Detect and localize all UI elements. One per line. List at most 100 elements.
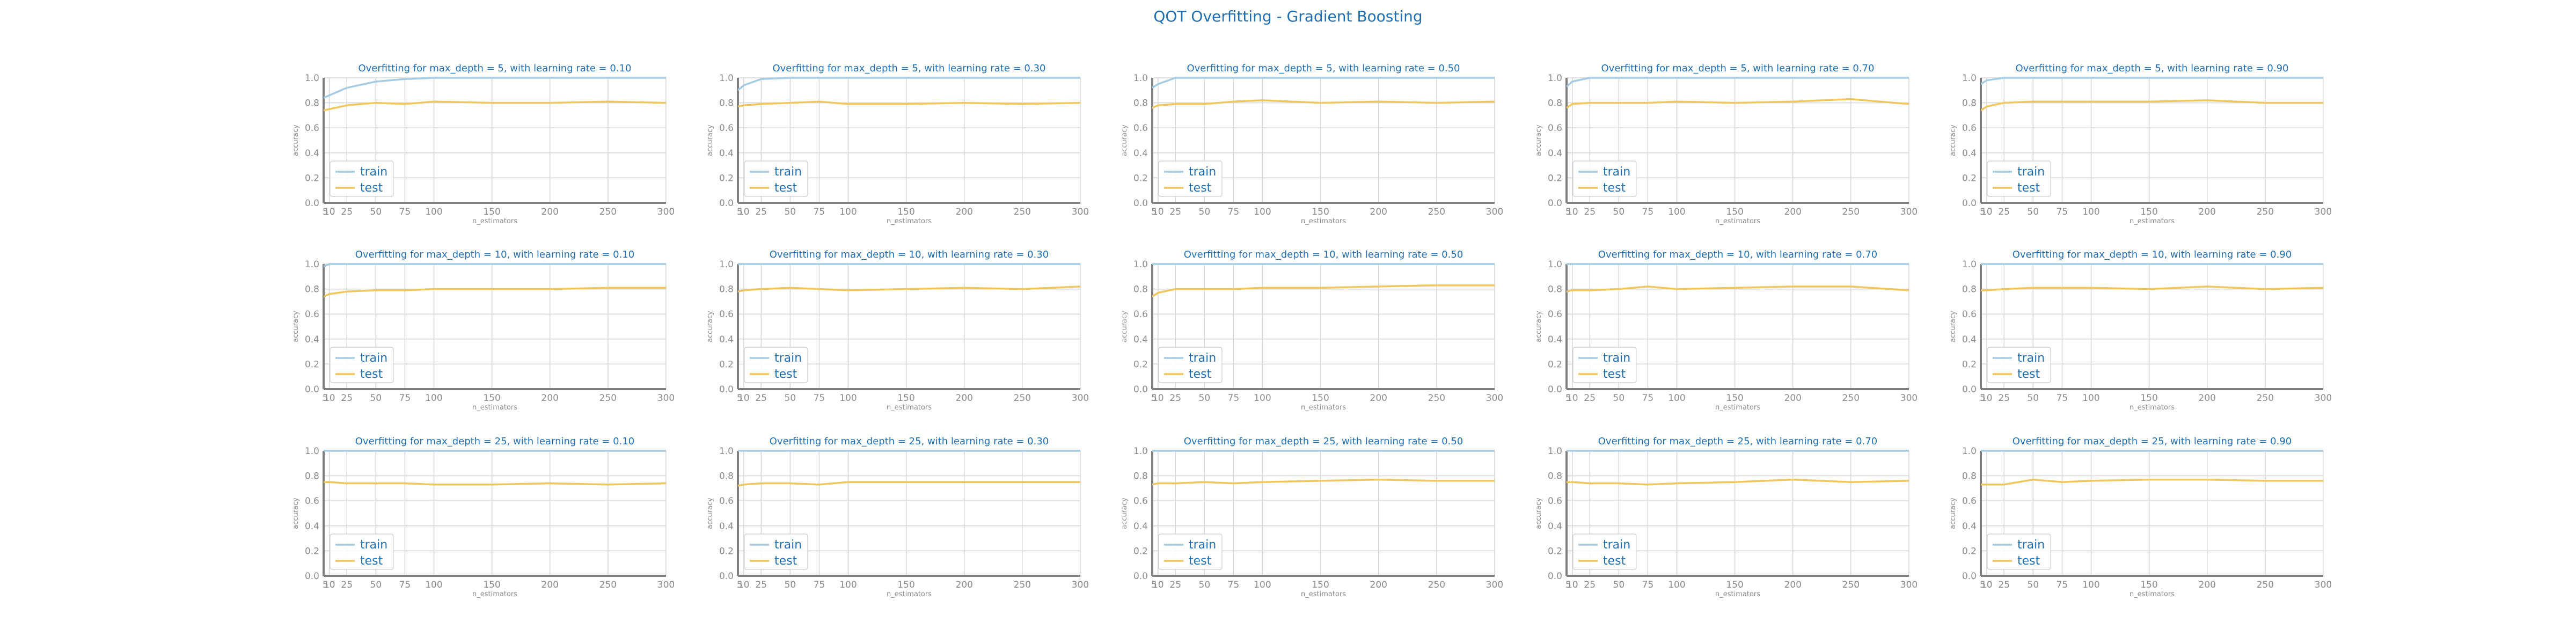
y-tick-label: 0.2	[1133, 546, 1148, 557]
x-tick-label: 10	[1152, 580, 1164, 590]
x-tick-label: 100	[839, 207, 857, 217]
x-tick-label: 300	[2315, 580, 2332, 590]
x-axis-label: n_estimators	[2129, 217, 2175, 225]
y-tick-label: 0.2	[719, 359, 734, 370]
series-line-test	[1567, 98, 1909, 109]
x-tick-label: 150	[2140, 393, 2157, 404]
subplot-title: Overfitting for max_depth = 10, with lea…	[2012, 249, 2292, 260]
x-axis-label: n_estimators	[2129, 404, 2175, 412]
x-tick-label: 50	[785, 393, 796, 404]
x-tick-label: 150	[483, 207, 500, 217]
x-tick-label: 300	[1486, 393, 1503, 404]
x-tick-label: 200	[956, 207, 973, 217]
y-tick-label: 0.6	[1962, 496, 1977, 507]
legend-label-train: train	[360, 165, 387, 179]
legend: train test	[744, 347, 808, 383]
legend-label-test: test	[2017, 181, 2040, 195]
y-tick-label: 0.6	[1548, 496, 1562, 507]
x-tick-label: 250	[2257, 580, 2274, 590]
x-tick-label: 50	[370, 393, 382, 404]
legend: train test	[744, 160, 808, 197]
subplot-title: Overfitting for max_depth = 10, with lea…	[1184, 249, 1463, 260]
y-tick-label: 0.0	[1133, 198, 1148, 209]
x-axis-label: n_estimators	[887, 404, 932, 412]
y-tick-label: 0.4	[1962, 148, 1977, 159]
legend-label-train: train	[774, 538, 802, 552]
legend-label-train: train	[2017, 538, 2045, 552]
y-tick-label: 0.0	[1548, 571, 1562, 582]
x-axis-label: n_estimators	[1301, 404, 1346, 412]
x-tick-label: 10	[738, 580, 750, 590]
x-tick-label: 25	[755, 580, 767, 590]
y-tick-label: 0.6	[719, 123, 734, 134]
x-tick-label: 10	[1981, 580, 1993, 590]
subplot-title: Overfitting for max_depth = 10, with lea…	[1598, 249, 1878, 260]
y-tick-label: 0.8	[1548, 471, 1562, 482]
figure-title: QOT Overfitting - Gradient Boosting	[1153, 8, 1423, 25]
y-tick-label: 1.0	[305, 259, 319, 270]
y-tick-label: 0.2	[1962, 546, 1977, 557]
x-tick-label: 50	[370, 207, 382, 217]
y-tick-label: 1.0	[305, 73, 319, 84]
subplot-13: Overfitting for max_depth = 25, with lea…	[1121, 436, 1503, 598]
x-tick-label: 25	[341, 580, 353, 590]
y-tick-label: 0.4	[305, 334, 319, 345]
x-tick-label: 150	[1312, 393, 1329, 404]
legend-label-train: train	[1189, 538, 1216, 552]
x-tick-label: 25	[755, 393, 767, 404]
x-tick-label: 10	[324, 580, 335, 590]
series-line-test	[1152, 478, 1495, 486]
x-tick-label: 75	[814, 580, 825, 590]
subplot-title: Overfitting for max_depth = 5, with lear…	[1601, 63, 1874, 74]
x-tick-label: 10	[324, 393, 335, 404]
x-tick-label: 50	[1199, 580, 1211, 590]
y-tick-label: 0.6	[1962, 123, 1977, 134]
x-tick-label: 10	[1152, 393, 1164, 404]
x-tick-label: 25	[1169, 393, 1181, 404]
x-axis-label: n_estimators	[1715, 217, 1760, 225]
legend-label-train: train	[360, 538, 387, 552]
series-line-train	[324, 77, 666, 99]
x-tick-label: 25	[1584, 393, 1596, 404]
y-tick-label: 0.0	[1133, 571, 1148, 582]
y-tick-label: 0.6	[305, 309, 319, 320]
y-tick-label: 0.0	[305, 571, 319, 582]
y-tick-label: 0.4	[305, 148, 319, 159]
x-tick-label: 50	[785, 580, 796, 590]
x-tick-label: 100	[425, 393, 442, 404]
y-axis-label: accuracy	[1949, 497, 1957, 529]
y-tick-label: 1.0	[1133, 446, 1148, 457]
y-axis-label: accuracy	[706, 311, 714, 342]
x-tick-label: 5	[1565, 207, 1571, 217]
x-tick-label: 5	[1565, 393, 1571, 404]
subplot-7: Overfitting for max_depth = 10, with lea…	[706, 249, 1089, 412]
x-tick-label: 100	[1668, 393, 1685, 404]
y-tick-label: 1.0	[1548, 259, 1562, 270]
x-tick-label: 25	[341, 207, 353, 217]
x-tick-label: 150	[897, 580, 914, 590]
x-tick-label: 75	[1228, 207, 1240, 217]
y-tick-label: 0.8	[1133, 98, 1148, 109]
subplot-title: Overfitting for max_depth = 10, with lea…	[770, 249, 1049, 260]
y-axis-label: accuracy	[292, 497, 300, 529]
x-tick-label: 50	[1613, 393, 1625, 404]
y-tick-label: 0.2	[1962, 359, 1977, 370]
x-tick-label: 50	[2028, 207, 2039, 217]
legend: train test	[330, 347, 394, 383]
y-tick-label: 0.4	[719, 334, 734, 345]
x-tick-label: 200	[956, 393, 973, 404]
x-tick-label: 5	[737, 393, 743, 404]
legend-label-test: test	[2017, 368, 2040, 381]
y-axis-label: accuracy	[706, 497, 714, 529]
y-tick-label: 0.2	[305, 173, 319, 184]
y-tick-label: 0.0	[1548, 198, 1562, 209]
subplot-title: Overfitting for max_depth = 25, with lea…	[770, 436, 1049, 447]
y-tick-label: 0.4	[1548, 521, 1562, 532]
y-tick-label: 0.2	[1548, 546, 1562, 557]
series-line-train	[1981, 77, 2323, 85]
legend: train test	[1572, 160, 1637, 197]
x-tick-label: 25	[1169, 580, 1181, 590]
series-line-test	[738, 286, 1080, 293]
